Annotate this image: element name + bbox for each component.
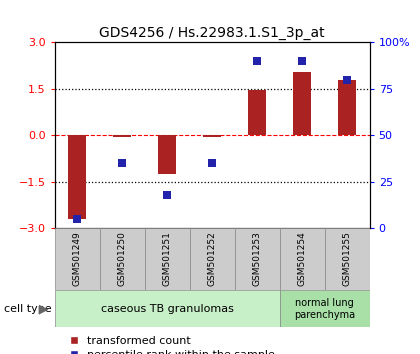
Bar xyxy=(158,136,176,174)
Legend: transformed count, percentile rank within the sample: transformed count, percentile rank withi… xyxy=(65,332,280,354)
Text: GSM501250: GSM501250 xyxy=(118,232,126,286)
Bar xyxy=(235,228,280,290)
Bar xyxy=(325,228,370,290)
Text: GSM501255: GSM501255 xyxy=(343,232,352,286)
Bar xyxy=(203,136,221,137)
Point xyxy=(119,160,126,166)
Bar xyxy=(55,228,100,290)
Title: GDS4256 / Hs.22983.1.S1_3p_at: GDS4256 / Hs.22983.1.S1_3p_at xyxy=(99,26,325,40)
Point xyxy=(299,58,305,64)
Text: cell type: cell type xyxy=(4,304,52,314)
Text: GSM501253: GSM501253 xyxy=(252,232,262,286)
Bar xyxy=(338,80,356,136)
Bar xyxy=(144,228,189,290)
Bar xyxy=(113,136,131,137)
Text: GSM501251: GSM501251 xyxy=(163,232,172,286)
Text: normal lung
parenchyma: normal lung parenchyma xyxy=(294,298,355,320)
Point xyxy=(164,192,171,198)
Point xyxy=(254,58,260,64)
Bar xyxy=(280,290,370,327)
Bar xyxy=(55,290,280,327)
Bar xyxy=(248,91,266,136)
Text: GSM501249: GSM501249 xyxy=(73,232,81,286)
Text: caseous TB granulomas: caseous TB granulomas xyxy=(101,304,234,314)
Point xyxy=(344,77,350,82)
Bar xyxy=(293,72,311,136)
Text: GSM501254: GSM501254 xyxy=(298,232,307,286)
Point xyxy=(209,160,215,166)
Text: GSM501252: GSM501252 xyxy=(207,232,217,286)
Bar xyxy=(189,228,235,290)
Point xyxy=(74,216,81,222)
Bar xyxy=(100,228,144,290)
Bar xyxy=(68,136,86,219)
Text: ▶: ▶ xyxy=(39,302,49,315)
Bar xyxy=(280,228,325,290)
